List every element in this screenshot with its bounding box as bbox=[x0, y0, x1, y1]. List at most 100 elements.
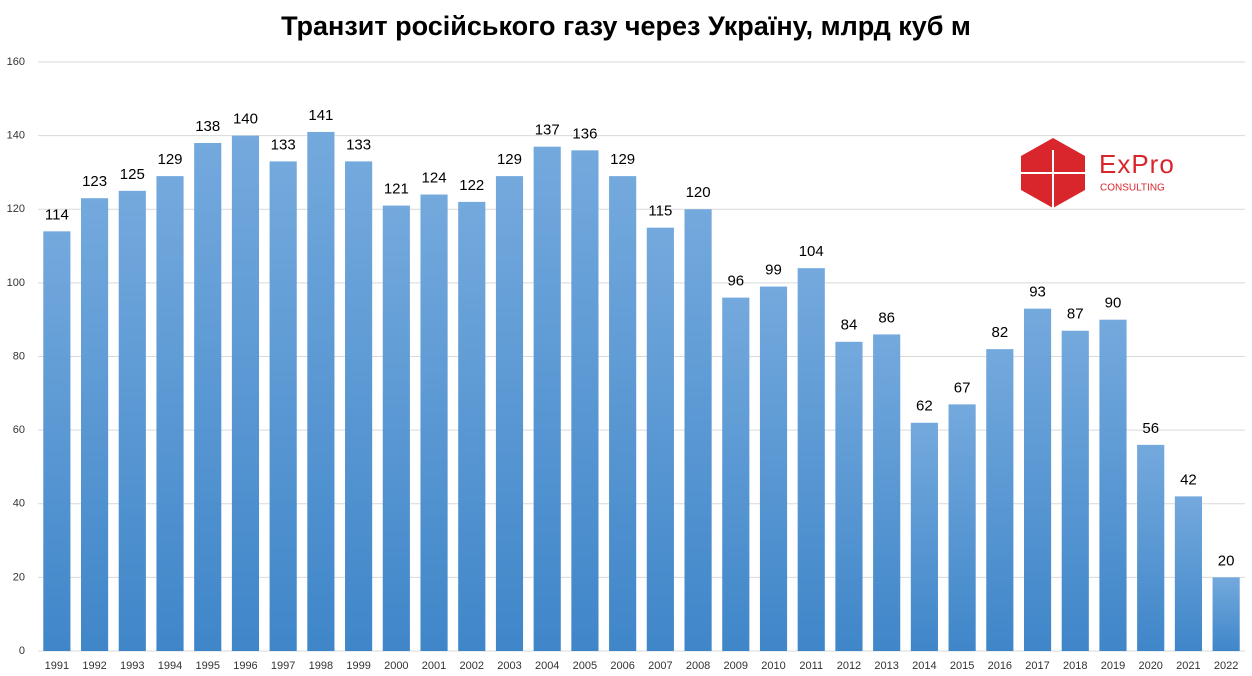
bar bbox=[458, 201, 486, 651]
data-label: 42 bbox=[1180, 471, 1197, 488]
data-label: 84 bbox=[841, 317, 858, 334]
x-tick-label: 2003 bbox=[497, 660, 521, 672]
x-tick-label: 2000 bbox=[384, 660, 408, 672]
y-tick-label: 0 bbox=[19, 645, 25, 657]
data-label: 82 bbox=[991, 324, 1008, 341]
data-label: 20 bbox=[1218, 552, 1235, 569]
bar bbox=[759, 286, 788, 651]
x-tick-label: 2010 bbox=[761, 660, 785, 672]
x-tick-label: 2013 bbox=[874, 660, 898, 672]
x-tick-label: 1993 bbox=[120, 660, 144, 672]
bar bbox=[835, 341, 863, 651]
chart-title: Транзит російського газу через Україну, … bbox=[281, 11, 971, 41]
x-tick-label: 2014 bbox=[912, 660, 936, 672]
x-tick-label: 2005 bbox=[573, 660, 597, 672]
y-tick-label: 40 bbox=[13, 498, 25, 510]
bar bbox=[910, 422, 938, 651]
x-tick-label: 1991 bbox=[45, 660, 69, 672]
x-tick-label: 1992 bbox=[82, 660, 106, 672]
x-tick-label: 2002 bbox=[460, 660, 484, 672]
x-tick-label: 1995 bbox=[195, 660, 219, 672]
bar bbox=[646, 227, 674, 651]
y-tick-label: 60 bbox=[13, 424, 25, 436]
y-tick-label: 20 bbox=[13, 571, 25, 583]
bar bbox=[1137, 444, 1165, 651]
data-label: 67 bbox=[954, 379, 971, 396]
data-label: 114 bbox=[45, 206, 69, 223]
x-tick-label: 2019 bbox=[1101, 660, 1125, 672]
data-label: 133 bbox=[346, 136, 371, 153]
bar bbox=[156, 176, 184, 651]
y-tick-label: 80 bbox=[13, 350, 25, 362]
x-tick-label: 2016 bbox=[988, 660, 1012, 672]
bar bbox=[1099, 319, 1127, 651]
data-label: 93 bbox=[1029, 284, 1046, 301]
bar bbox=[571, 150, 599, 651]
bar bbox=[609, 176, 637, 651]
bar bbox=[307, 131, 335, 652]
data-label: 123 bbox=[82, 173, 107, 190]
x-tick-label: 2001 bbox=[422, 660, 446, 672]
bar bbox=[345, 161, 373, 652]
logo: ExPro CONSULTING bbox=[1021, 138, 1175, 208]
bar bbox=[269, 161, 297, 652]
x-tick-label: 1998 bbox=[309, 660, 333, 672]
data-label: 62 bbox=[916, 398, 933, 415]
bar bbox=[194, 142, 222, 652]
x-tick-label: 2004 bbox=[535, 660, 559, 672]
bar bbox=[231, 135, 260, 651]
x-tick-label: 2015 bbox=[950, 660, 974, 672]
bar bbox=[722, 297, 750, 651]
bar bbox=[533, 146, 561, 651]
data-label: 115 bbox=[648, 203, 672, 220]
data-label: 137 bbox=[535, 122, 560, 139]
bar bbox=[1174, 496, 1203, 651]
x-tick-label: 1994 bbox=[158, 660, 182, 672]
data-label: 122 bbox=[459, 177, 484, 194]
x-tick-label: 2011 bbox=[799, 660, 823, 672]
x-tick-label: 2007 bbox=[648, 660, 672, 672]
y-tick-label: 140 bbox=[7, 130, 25, 142]
x-tick-label: 2009 bbox=[724, 660, 748, 672]
x-tick-label: 2021 bbox=[1176, 660, 1200, 672]
data-label: 124 bbox=[422, 169, 447, 186]
bar bbox=[873, 334, 901, 651]
bar bbox=[797, 268, 825, 651]
bar bbox=[986, 349, 1014, 651]
bar bbox=[1023, 308, 1052, 651]
data-label: 104 bbox=[799, 243, 824, 260]
x-tick-label: 2022 bbox=[1214, 660, 1238, 672]
x-tick-label: 1996 bbox=[233, 660, 257, 672]
y-tick-label: 160 bbox=[7, 56, 25, 68]
logo-name: ExPro bbox=[1099, 149, 1175, 179]
bar bbox=[1061, 330, 1089, 651]
bar bbox=[80, 198, 109, 652]
data-label: 140 bbox=[233, 111, 258, 128]
x-tick-label: 1997 bbox=[271, 660, 295, 672]
bar bbox=[948, 404, 976, 651]
data-label: 138 bbox=[195, 118, 220, 135]
y-tick-label: 100 bbox=[7, 277, 25, 289]
x-tick-label: 2017 bbox=[1025, 660, 1049, 672]
data-label: 125 bbox=[120, 166, 145, 183]
bar bbox=[43, 231, 71, 651]
data-label: 90 bbox=[1105, 295, 1122, 312]
data-label: 133 bbox=[271, 136, 296, 153]
data-label: 129 bbox=[497, 151, 522, 168]
data-label: 86 bbox=[878, 309, 895, 326]
data-label: 120 bbox=[686, 184, 711, 201]
x-tick-label: 2006 bbox=[610, 660, 634, 672]
data-label: 99 bbox=[765, 262, 782, 279]
x-tick-label: 2012 bbox=[837, 660, 861, 672]
x-tick-label: 2020 bbox=[1138, 660, 1162, 672]
bar bbox=[495, 176, 524, 651]
data-label: 87 bbox=[1067, 306, 1084, 323]
data-label: 129 bbox=[610, 151, 635, 168]
data-label: 141 bbox=[308, 107, 333, 124]
x-tick-label: 1999 bbox=[346, 660, 370, 672]
bar bbox=[1212, 577, 1240, 651]
x-tick-label: 2018 bbox=[1063, 660, 1087, 672]
data-label: 136 bbox=[572, 125, 597, 142]
logo-subtitle: CONSULTING bbox=[1100, 183, 1165, 194]
